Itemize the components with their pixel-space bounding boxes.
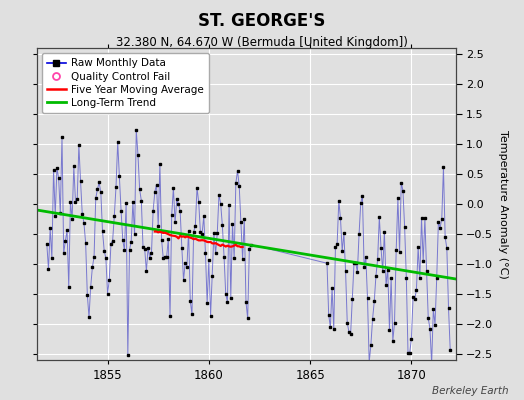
Text: Berkeley Earth: Berkeley Earth [432, 386, 508, 396]
Legend: Raw Monthly Data, Quality Control Fail, Five Year Moving Average, Long-Term Tren: Raw Monthly Data, Quality Control Fail, … [42, 53, 209, 113]
Y-axis label: Temperature Anomaly (°C): Temperature Anomaly (°C) [498, 130, 508, 278]
Text: ST. GEORGE'S: ST. GEORGE'S [198, 12, 326, 30]
Text: 32.380 N, 64.670 W (Bermuda [United Kingdom]): 32.380 N, 64.670 W (Bermuda [United King… [116, 36, 408, 49]
